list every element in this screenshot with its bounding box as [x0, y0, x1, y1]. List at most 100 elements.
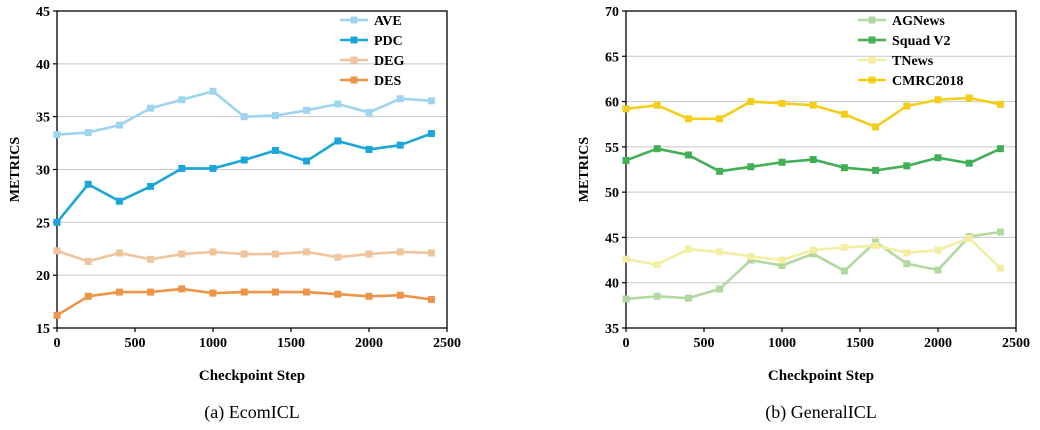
data-point [684, 294, 692, 302]
data-point [365, 145, 373, 153]
data-point [240, 250, 248, 258]
series-line [55, 132, 432, 224]
data-point [903, 102, 911, 110]
data-point [209, 164, 217, 172]
legend-swatch-marker [350, 16, 358, 24]
legend-entry: TNews [858, 54, 934, 69]
data-point [396, 141, 404, 149]
chart-panel-1: 15 20 25 30 35 40 45 0 500 1000 1500 2000 2500 Checkp… [8, 5, 461, 423]
y-tick-label: 30 [36, 164, 50, 179]
x-tick-label: 0 [623, 336, 630, 351]
data-point [747, 98, 755, 106]
legend-swatch-marker [350, 36, 358, 44]
data-point [840, 243, 848, 251]
data-point [872, 123, 880, 131]
y-tick-label: 70 [605, 5, 619, 20]
y-tick-label: 45 [36, 5, 50, 20]
data-point [147, 182, 155, 190]
y-axis-label: METRICS [577, 137, 592, 203]
data-point [271, 146, 279, 154]
series-des [53, 285, 435, 319]
data-point [427, 249, 435, 257]
legend-label: Squad V2 [892, 34, 951, 49]
data-point [809, 101, 817, 109]
y-axis-label: METRICS [8, 137, 23, 203]
data-point [809, 250, 817, 258]
data-point [778, 99, 786, 107]
x-axis-label: Checkpoint Step [199, 368, 305, 384]
data-point [178, 96, 186, 104]
legend-entry: DES [340, 74, 401, 89]
data-point [840, 267, 848, 275]
data-point [147, 288, 155, 296]
data-point [84, 129, 92, 137]
data-point [271, 250, 279, 258]
x-tick-label: 0 [54, 336, 61, 351]
data-point [53, 131, 61, 139]
data-point [84, 180, 92, 188]
data-point [809, 156, 817, 164]
data-point [240, 156, 248, 164]
data-point [334, 253, 342, 261]
data-point [684, 115, 692, 123]
y-tick-label: 60 [605, 96, 619, 111]
data-point [622, 295, 630, 303]
x-tick-label: 2000 [355, 336, 383, 351]
data-point [840, 164, 848, 172]
data-point [53, 311, 61, 319]
x-tick-label: 1000 [199, 336, 227, 351]
data-point [115, 121, 123, 129]
y-tick-label: 55 [605, 141, 619, 156]
data-point [934, 246, 942, 254]
data-point [334, 137, 342, 145]
data-point [903, 249, 911, 257]
data-point [365, 292, 373, 300]
data-point [934, 154, 942, 162]
data-point [653, 145, 661, 153]
y-tick-label: 40 [605, 277, 619, 292]
data-point [965, 159, 973, 167]
x-tick-label: 500 [125, 336, 146, 351]
y-tick-label: 50 [605, 186, 619, 201]
data-point [684, 245, 692, 253]
data-point [747, 252, 755, 260]
data-point [303, 106, 311, 114]
data-point [115, 288, 123, 296]
data-point [427, 130, 435, 138]
series-deg [53, 247, 435, 265]
data-point [84, 292, 92, 300]
legend-entry: CMRC2018 [858, 74, 964, 89]
data-point [716, 167, 724, 175]
y-tick-label: 15 [36, 322, 50, 337]
data-point [809, 246, 817, 254]
legend-entry: PDC [340, 34, 403, 49]
data-point [622, 105, 630, 113]
series-line [625, 230, 1001, 301]
x-tick-label: 1500 [277, 336, 305, 351]
data-point [334, 290, 342, 298]
legend-swatch-marker [350, 56, 358, 64]
data-point [178, 164, 186, 172]
data-point [396, 248, 404, 256]
y-tick-label: 35 [36, 111, 50, 126]
data-point [996, 100, 1004, 108]
y-tick-label: 20 [36, 269, 50, 284]
series-agnews [622, 228, 1004, 303]
data-point [778, 262, 786, 270]
data-point [53, 247, 61, 255]
y-tick-label: 35 [605, 322, 619, 337]
data-point [427, 295, 435, 303]
data-point [427, 97, 435, 105]
data-point [934, 266, 942, 274]
data-point [209, 248, 217, 256]
panel-caption: (b) GeneralICL [765, 402, 876, 423]
data-point [716, 248, 724, 256]
x-tick-label: 1000 [768, 336, 796, 351]
data-point [778, 158, 786, 166]
data-point [84, 257, 92, 265]
data-point [840, 110, 848, 118]
y-tick-label: 40 [36, 58, 50, 73]
data-point [747, 256, 755, 264]
legend-swatch-marker [868, 76, 876, 84]
